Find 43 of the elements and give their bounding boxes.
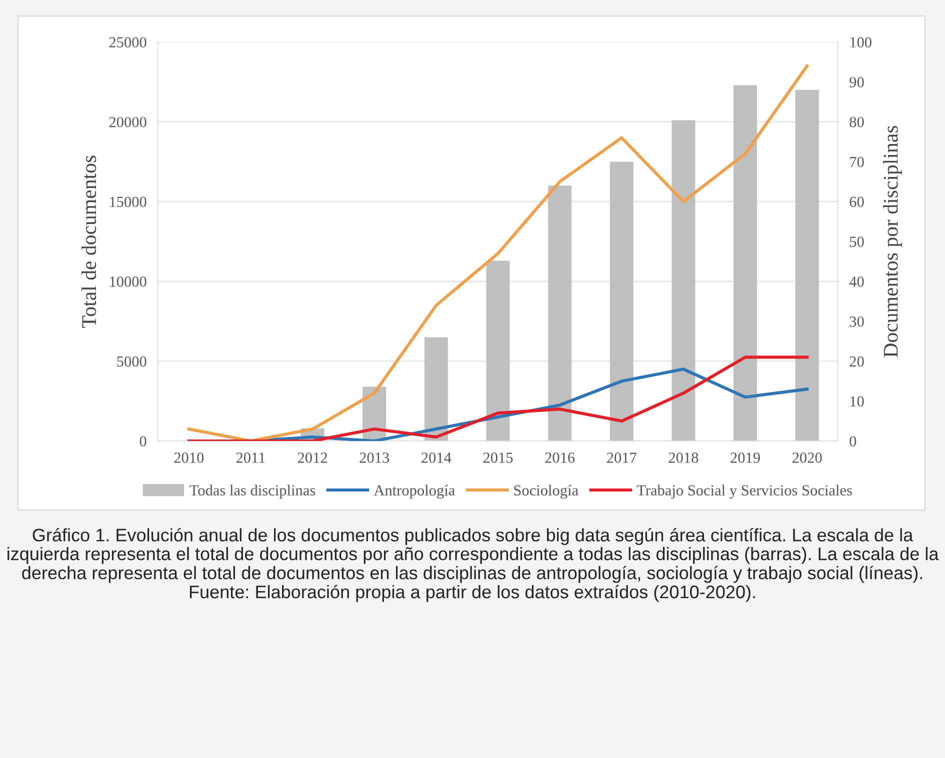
x-tick-label: 2011 <box>236 452 265 463</box>
x-tick-label: 2017 <box>607 452 636 463</box>
x-tick-label: 2014 <box>422 452 452 463</box>
y2-tick-label: 90 <box>850 77 864 88</box>
x-tick-label: 2013 <box>360 452 390 463</box>
x-tick-label: 2020 <box>792 452 822 463</box>
legend-label: Todas las disciplinas <box>190 484 316 499</box>
text: Gráfico 1. Evolución anual de los documentos publicados sobre big data según área científica. La escala de la izquierda representa el total de documentos por año correspondiente a todas las disciplinas (barras). La escala de la derecha representa el total de documentos en las disciplinas de antropología, sociología y trabajo social (líneas). Fuente: Elaboración propia a partir de los datos extraídos (2010-2020). <box>8 528 939 602</box>
y2-tick-label: 20 <box>850 356 864 367</box>
y-tick-label: 20000 <box>109 116 146 128</box>
y2-tick-label: 60 <box>850 196 864 208</box>
legend-label: Sociología <box>514 484 578 499</box>
y-tick-label: 0 <box>140 436 146 446</box>
y2-tick-label: 80 <box>850 116 864 128</box>
y-tick-label: 15000 <box>110 196 146 208</box>
bar <box>424 337 448 441</box>
x-tick-label: 2019 <box>730 452 760 463</box>
x-tick-label: 2015 <box>483 452 513 463</box>
y2-tick-label: 100 <box>850 37 872 48</box>
bar <box>610 162 634 441</box>
y-axis-title: Total de documentos <box>81 156 96 328</box>
y2-tick-label: 10 <box>850 396 864 407</box>
bar <box>548 186 572 441</box>
bar <box>486 260 510 441</box>
x-tick-label: 2012 <box>298 452 327 463</box>
y-tick-label: 10000 <box>110 276 146 287</box>
legend-label: Trabajo Social y Servicios Sociales <box>636 484 852 499</box>
bar <box>734 85 758 441</box>
bar <box>672 120 696 441</box>
x-tick-label: 2016 <box>545 452 575 463</box>
legend-label: Antropología <box>374 484 455 499</box>
x-tick-label: 2018 <box>668 452 698 463</box>
y2-tick-label: 70 <box>850 156 864 168</box>
y2-tick-label: 0 <box>850 436 856 446</box>
bar <box>795 90 819 441</box>
y2-axis-title: Documentos por disciplinas <box>883 126 902 358</box>
y2-tick-label: 50 <box>850 236 864 247</box>
line-series <box>187 64 809 441</box>
y2-tick-label: 40 <box>849 276 864 287</box>
x-tick-label: 2010 <box>174 452 204 463</box>
y2-tick-label: 30 <box>850 316 864 327</box>
y-tick-label: 5000 <box>117 356 146 367</box>
y-tick-label: 25000 <box>109 37 146 48</box>
